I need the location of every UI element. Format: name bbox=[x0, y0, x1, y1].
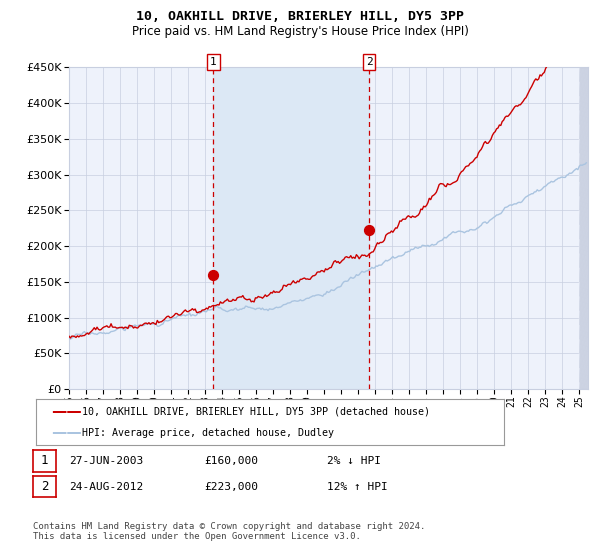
Bar bbox=[214, 67, 370, 389]
Text: 1: 1 bbox=[210, 57, 217, 67]
Text: ——: —— bbox=[51, 425, 82, 440]
Text: 2: 2 bbox=[366, 57, 373, 67]
Text: 12% ↑ HPI: 12% ↑ HPI bbox=[327, 482, 388, 492]
Point bbox=[365, 225, 374, 234]
Text: 2: 2 bbox=[41, 480, 48, 493]
Text: £223,000: £223,000 bbox=[204, 482, 258, 492]
Text: Contains HM Land Registry data © Crown copyright and database right 2024.
This d: Contains HM Land Registry data © Crown c… bbox=[33, 522, 425, 542]
Text: 27-JUN-2003: 27-JUN-2003 bbox=[69, 456, 143, 466]
Text: 10, OAKHILL DRIVE, BRIERLEY HILL, DY5 3PP (detached house): 10, OAKHILL DRIVE, BRIERLEY HILL, DY5 3P… bbox=[82, 407, 430, 417]
Text: 10, OAKHILL DRIVE, BRIERLEY HILL, DY5 3PP: 10, OAKHILL DRIVE, BRIERLEY HILL, DY5 3P… bbox=[136, 10, 464, 23]
Bar bbox=[580, 67, 588, 389]
Text: £160,000: £160,000 bbox=[204, 456, 258, 466]
Text: 24-AUG-2012: 24-AUG-2012 bbox=[69, 482, 143, 492]
Text: ——: —— bbox=[51, 404, 82, 419]
Bar bbox=[580, 67, 588, 389]
Point bbox=[209, 270, 218, 279]
Text: HPI: Average price, detached house, Dudley: HPI: Average price, detached house, Dudl… bbox=[82, 428, 334, 438]
Text: 1: 1 bbox=[41, 454, 48, 468]
Text: 2% ↓ HPI: 2% ↓ HPI bbox=[327, 456, 381, 466]
Text: Price paid vs. HM Land Registry's House Price Index (HPI): Price paid vs. HM Land Registry's House … bbox=[131, 25, 469, 38]
